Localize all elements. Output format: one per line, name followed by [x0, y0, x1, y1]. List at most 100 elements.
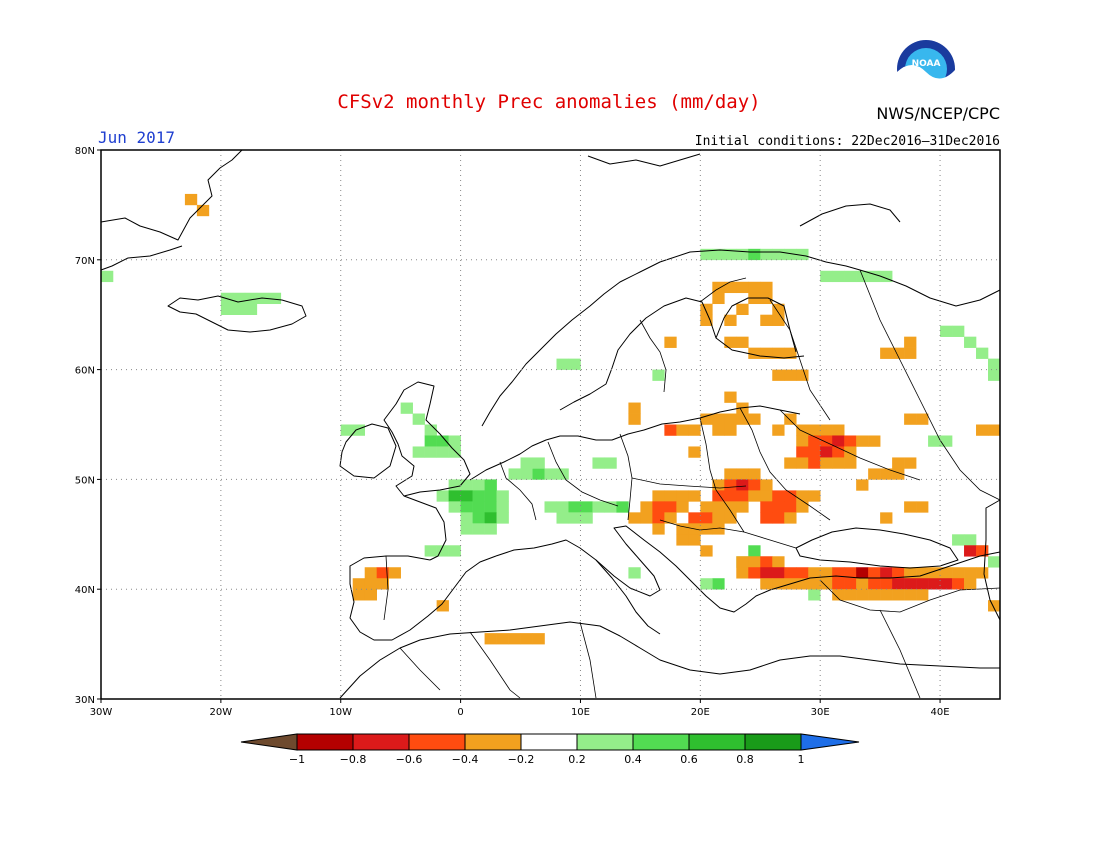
anomaly-cell	[772, 248, 785, 261]
anomaly-cell	[736, 281, 749, 294]
border-17	[383, 555, 389, 621]
anomaly-cell	[460, 512, 473, 524]
colorbar-segment	[632, 733, 690, 751]
anomaly-grid	[101, 193, 1001, 645]
anomaly-cell	[892, 567, 905, 579]
border-4	[631, 477, 747, 489]
anomaly-cell	[748, 556, 761, 568]
anomaly-cell	[796, 501, 809, 513]
anomaly-cell	[940, 578, 953, 590]
anomaly-cell	[484, 479, 497, 491]
colorbar-label: 0.2	[568, 753, 586, 766]
anomaly-cell	[448, 435, 461, 447]
coast-black-sea	[795, 527, 959, 569]
anomaly-cell	[760, 347, 773, 359]
anomaly-cell	[880, 512, 893, 524]
border-7	[779, 409, 921, 481]
country-borders	[383, 269, 1001, 699]
anomaly-cell	[868, 435, 881, 447]
coast-greenland	[100, 149, 243, 241]
anomaly-cell	[856, 578, 869, 590]
anomaly-cell	[964, 545, 977, 557]
anomaly-cell	[832, 270, 845, 283]
anomaly-cell	[772, 501, 785, 513]
anomaly-cell	[772, 567, 785, 579]
anomaly-cell	[676, 490, 689, 502]
anomaly-cell	[712, 424, 725, 436]
anomaly-cell	[808, 567, 821, 579]
anomaly-cell	[772, 490, 785, 502]
anomaly-cell	[868, 468, 881, 480]
lon-label: 10E	[571, 707, 590, 718]
anomaly-cell	[808, 446, 821, 458]
anomaly-cell	[892, 457, 905, 469]
anomaly-cell	[448, 545, 461, 557]
anomaly-cell	[268, 292, 282, 305]
anomaly-cell	[352, 589, 366, 601]
anomaly-cell	[832, 424, 845, 436]
anomaly-cell	[844, 589, 857, 601]
colorbar-label: −0.2	[508, 753, 535, 766]
anomaly-cell	[796, 457, 809, 469]
anomaly-cell	[532, 468, 545, 480]
anomaly-cell	[712, 490, 725, 502]
anomaly-cell	[220, 303, 234, 315]
anomaly-cell	[988, 424, 1001, 436]
anomaly-cell	[508, 468, 521, 480]
anomaly-cell	[196, 204, 210, 217]
anomaly-cell	[724, 248, 737, 261]
anomaly-cell	[448, 490, 461, 502]
anomaly-cell	[592, 501, 605, 513]
anomaly-cell	[712, 523, 725, 535]
border-2	[547, 441, 619, 507]
anomaly-cell	[484, 512, 497, 524]
anomaly-cell	[928, 578, 941, 590]
anomaly-cell	[796, 567, 809, 579]
anomaly-cell	[796, 490, 809, 502]
lat-label: 60N	[75, 366, 95, 377]
anomaly-cell	[748, 248, 761, 261]
anomaly-cell	[412, 446, 425, 458]
noaa-logo-bird	[897, 65, 955, 103]
anomaly-cell	[772, 556, 785, 568]
anomaly-cell	[340, 424, 354, 436]
anomaly-cell	[736, 336, 749, 348]
anomaly-cell	[772, 512, 785, 524]
anomaly-cell	[532, 457, 545, 469]
anomaly-cell	[616, 501, 629, 513]
anomaly-cell	[952, 578, 965, 590]
coast-sweden-gulf	[559, 297, 805, 411]
coast-italy	[595, 559, 661, 635]
anomaly-cell	[736, 248, 749, 261]
lon-label: 20W	[210, 707, 233, 718]
anomaly-cell	[760, 556, 773, 568]
anomaly-cell	[748, 468, 761, 480]
anomaly-cell	[700, 578, 713, 590]
anomaly-cell	[496, 501, 509, 513]
anomaly-cell	[472, 490, 485, 502]
anomaly-cell	[424, 424, 437, 436]
colorbar-segment	[296, 733, 354, 751]
anomaly-cell	[724, 512, 737, 524]
anomaly-cell	[832, 567, 845, 579]
anomaly-cell	[712, 281, 725, 294]
anomaly-cell	[868, 589, 881, 601]
anomaly-cell	[832, 435, 845, 447]
anomaly-cell	[892, 578, 905, 590]
anomaly-cell	[760, 281, 773, 294]
coast-britain	[383, 381, 471, 497]
anomaly-cell	[856, 435, 869, 447]
anomaly-cell	[760, 512, 773, 524]
anomaly-cell	[484, 501, 497, 513]
anomaly-cell	[892, 468, 905, 480]
anomaly-cell	[736, 556, 749, 568]
coast-iceland	[167, 295, 307, 333]
anomaly-cell	[808, 578, 821, 590]
anomaly-cell	[484, 490, 497, 502]
anomaly-cell	[964, 578, 977, 590]
anomaly-cell	[940, 567, 953, 579]
anomaly-cell	[400, 402, 413, 414]
anomaly-cell	[676, 523, 689, 535]
anomaly-cell	[700, 413, 713, 425]
chart-title: CFSv2 monthly Prec anomalies (mm/day)	[337, 91, 760, 113]
